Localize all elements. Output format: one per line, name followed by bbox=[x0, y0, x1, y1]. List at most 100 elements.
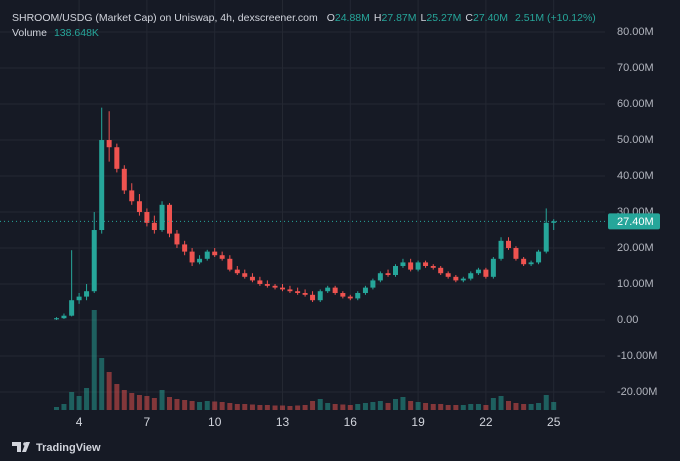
volume-value: 138.648K bbox=[54, 27, 99, 39]
candle-body bbox=[528, 262, 534, 265]
ohlc-value: 27.87M bbox=[382, 12, 417, 24]
volume-bar bbox=[362, 403, 368, 410]
volume-bar bbox=[242, 404, 248, 410]
volume-bar bbox=[543, 395, 549, 410]
volume-bar bbox=[99, 358, 105, 410]
candle-body bbox=[468, 273, 474, 279]
candle-body bbox=[317, 291, 323, 301]
candle-body bbox=[69, 300, 75, 316]
last-price-label: 27.40M bbox=[617, 216, 654, 228]
y-tick-label: 50.00M bbox=[617, 134, 654, 146]
volume-bar bbox=[212, 401, 218, 410]
candle-body bbox=[219, 255, 225, 259]
candle-body bbox=[99, 140, 105, 231]
candle-body bbox=[385, 273, 391, 276]
volume-bar bbox=[408, 401, 414, 410]
candle-body bbox=[106, 140, 112, 148]
ohlc-label: L bbox=[421, 12, 427, 24]
candle-body bbox=[498, 240, 504, 259]
volume-bar bbox=[129, 393, 135, 410]
volume-bar bbox=[249, 404, 255, 410]
candle-body bbox=[182, 244, 188, 252]
candle-body bbox=[438, 267, 444, 274]
candle-body bbox=[490, 258, 496, 277]
candle-body bbox=[302, 293, 308, 295]
ohlc-label: O bbox=[327, 12, 335, 24]
volume-bar bbox=[227, 403, 233, 410]
candle-body bbox=[392, 266, 398, 276]
x-tick-label: 13 bbox=[276, 415, 290, 429]
candle-body bbox=[310, 294, 316, 301]
volume-bar bbox=[332, 404, 338, 410]
candle-body bbox=[355, 293, 361, 299]
volume-bar bbox=[53, 407, 59, 410]
candle-body bbox=[543, 222, 549, 252]
y-tick-label: -20.00M bbox=[617, 386, 657, 398]
candle-body bbox=[521, 258, 527, 265]
volume-bar bbox=[468, 404, 474, 410]
candle-body bbox=[121, 168, 127, 191]
candle-body bbox=[166, 204, 172, 234]
volume-bar bbox=[498, 396, 504, 410]
candle-body bbox=[159, 204, 165, 231]
candle-body bbox=[325, 287, 331, 292]
volume-bar bbox=[91, 310, 97, 410]
volume-bar bbox=[400, 397, 406, 410]
volume-bar bbox=[264, 405, 270, 410]
volume-bar bbox=[234, 404, 240, 410]
volume-bar bbox=[84, 388, 90, 410]
volume-bar bbox=[69, 392, 75, 410]
ohlc-value: 24.88M bbox=[335, 12, 370, 24]
volume-bar bbox=[197, 402, 203, 410]
y-tick-label: 0.00 bbox=[617, 314, 638, 326]
volume-bar bbox=[182, 400, 188, 410]
y-tick-label: 60.00M bbox=[617, 98, 654, 110]
volume-bar bbox=[377, 401, 383, 410]
volume-bar bbox=[310, 401, 316, 410]
volume-bar bbox=[295, 405, 301, 410]
volume-bar bbox=[347, 405, 353, 410]
volume-bar bbox=[513, 403, 519, 410]
volume-bar bbox=[453, 405, 459, 410]
y-tick-label: 40.00M bbox=[617, 170, 654, 182]
candle-body bbox=[400, 262, 406, 267]
volume-bar bbox=[317, 399, 323, 410]
volume-bar bbox=[551, 402, 557, 410]
volume-bar bbox=[536, 403, 542, 410]
candle-body bbox=[189, 251, 195, 263]
candle-body bbox=[151, 222, 157, 231]
volume-bar bbox=[166, 397, 172, 410]
candle-body bbox=[76, 296, 82, 301]
candle-body bbox=[136, 201, 142, 213]
volume-bar bbox=[204, 401, 210, 410]
volume-bar bbox=[475, 404, 481, 410]
volume-layer bbox=[53, 310, 557, 410]
axes: 80.00M70.00M60.00M50.00M40.00M30.00M20.0… bbox=[0, 26, 660, 429]
volume-bar bbox=[257, 405, 263, 410]
candle-body bbox=[212, 251, 218, 256]
last-price-box bbox=[608, 213, 660, 230]
candle-body bbox=[61, 315, 67, 319]
volume-bar bbox=[189, 401, 195, 410]
candle-layer bbox=[53, 107, 557, 321]
volume-bar bbox=[151, 398, 157, 410]
candle-body bbox=[408, 262, 414, 270]
candle-body bbox=[430, 266, 436, 268]
x-tick-label: 22 bbox=[479, 415, 493, 429]
candle-body bbox=[129, 190, 135, 202]
brand: TradingView bbox=[36, 442, 101, 454]
ohlc-label: C bbox=[465, 12, 473, 24]
candle-body bbox=[377, 273, 383, 281]
volume-bar bbox=[521, 404, 527, 410]
candle-body bbox=[264, 284, 270, 286]
candle-body bbox=[475, 269, 481, 274]
volume-label: Volume bbox=[12, 27, 47, 39]
volume-bar bbox=[392, 399, 398, 410]
candle-body bbox=[460, 278, 466, 281]
x-tick-label: 7 bbox=[144, 415, 151, 429]
candle-body bbox=[370, 280, 376, 288]
y-tick-label: 20.00M bbox=[617, 242, 654, 254]
volume-bar bbox=[460, 405, 466, 410]
volume-bar bbox=[174, 399, 180, 410]
